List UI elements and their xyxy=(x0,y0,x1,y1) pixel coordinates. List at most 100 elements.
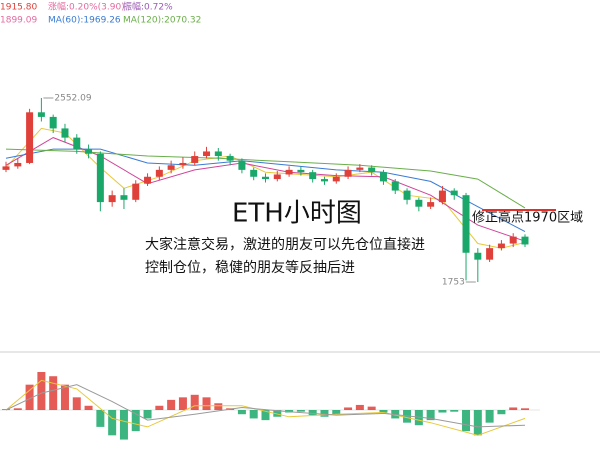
candle-body xyxy=(356,167,364,170)
candle-body xyxy=(427,202,435,207)
candle-body xyxy=(226,156,234,161)
header-info: MA(60):1969.26 xyxy=(48,16,121,26)
ma-line xyxy=(5,127,526,249)
macd-bar xyxy=(202,397,211,410)
candle-body xyxy=(474,252,482,260)
candle-body xyxy=(73,137,81,150)
candle-body xyxy=(144,176,152,184)
macd-bar xyxy=(332,410,341,415)
candle-body xyxy=(108,195,116,203)
macd-pane xyxy=(2,372,529,440)
candle-body xyxy=(438,190,446,203)
candle-body xyxy=(509,236,517,244)
candle-body xyxy=(415,199,423,207)
macd-bar xyxy=(72,397,81,410)
candle-body xyxy=(285,169,293,175)
macd-bar xyxy=(237,410,246,415)
candle-body xyxy=(155,169,163,177)
candle-body xyxy=(320,179,328,182)
macd-bar xyxy=(37,372,46,410)
macd-bar xyxy=(296,410,305,412)
candle-body xyxy=(391,181,399,191)
macd-bar xyxy=(438,410,447,413)
macd-bar xyxy=(131,410,140,432)
macd-bar xyxy=(60,384,69,410)
candle-body xyxy=(203,151,211,157)
candle-body xyxy=(450,190,458,196)
annotation: 大家注意交易，激进的朋友可以先仓位直接进 xyxy=(145,236,425,253)
header-info: 涨幅:0.20%(3.90) xyxy=(48,1,125,13)
candle-body xyxy=(309,172,317,180)
low-label: 1753 xyxy=(442,278,465,288)
candle-body xyxy=(167,165,175,170)
candle-body xyxy=(2,166,10,170)
candle-body xyxy=(250,169,258,177)
macd-bar xyxy=(379,410,388,413)
candle-body xyxy=(132,183,140,200)
macd-bar xyxy=(155,405,164,410)
header-info: 振幅:0.72% xyxy=(123,1,173,13)
macd-bar xyxy=(450,410,459,412)
annotation: 修正高点1970区域 xyxy=(472,210,583,226)
annotation: 控制仓位，稳健的朋友等反抽后进 xyxy=(145,259,355,276)
macd-bar xyxy=(178,397,187,410)
candle-body xyxy=(332,176,340,182)
candle-body xyxy=(403,190,411,200)
macd-line xyxy=(5,379,526,436)
candle-body xyxy=(14,162,22,167)
macd-bar xyxy=(462,410,471,432)
candle-body xyxy=(85,149,93,154)
macd-bar xyxy=(84,405,93,410)
macd-bar xyxy=(49,376,58,410)
header-info: 1915.80 xyxy=(0,3,37,13)
macd-bar xyxy=(426,410,435,421)
macd-bar xyxy=(485,410,494,423)
macd-bar xyxy=(143,410,152,419)
macd-bar xyxy=(108,410,117,436)
candle-body xyxy=(462,195,470,253)
macd-bar xyxy=(473,410,482,436)
macd-bar xyxy=(261,410,270,421)
candle-body xyxy=(379,172,387,182)
macd-bar xyxy=(320,410,329,417)
candle-body xyxy=(521,236,529,245)
candle-body xyxy=(344,169,352,177)
candle-body xyxy=(262,176,269,180)
ma-line xyxy=(5,148,526,233)
candle-body xyxy=(273,174,281,180)
candle-body xyxy=(49,116,57,129)
macd-bar xyxy=(249,410,258,419)
macd-bar xyxy=(355,404,364,410)
macd-line xyxy=(5,384,526,428)
candle-body xyxy=(191,156,199,163)
ma-line xyxy=(5,137,526,242)
macd-bar xyxy=(167,399,176,410)
macd-bar xyxy=(190,394,199,410)
candle-body xyxy=(214,151,222,157)
macd-bar xyxy=(119,410,128,440)
price-pane: 2552.09 1753 xyxy=(2,94,529,288)
chart-title: ETH小时图 xyxy=(232,199,362,229)
high-label: 2552.09 xyxy=(54,94,91,104)
macd-bar xyxy=(308,410,317,416)
macd-bar xyxy=(509,407,518,410)
header-info: MA(120):2070.32 xyxy=(123,16,201,26)
macd-bar xyxy=(273,410,282,417)
macd-bar xyxy=(367,406,376,410)
candle-body xyxy=(179,162,187,166)
candle-body xyxy=(26,112,34,163)
candle-body xyxy=(486,248,494,260)
header-info: 1899.09 xyxy=(0,16,37,26)
candle-body xyxy=(297,169,305,173)
macd-bar xyxy=(25,384,34,410)
candle-body xyxy=(368,167,376,173)
macd-bar xyxy=(344,407,353,410)
candle-body xyxy=(497,243,505,249)
macd-bar xyxy=(521,408,529,410)
candle-body xyxy=(120,195,128,200)
candle-body xyxy=(238,160,246,170)
candle-body xyxy=(37,112,45,117)
macd-bar xyxy=(96,410,105,427)
macd-bar xyxy=(497,410,506,415)
